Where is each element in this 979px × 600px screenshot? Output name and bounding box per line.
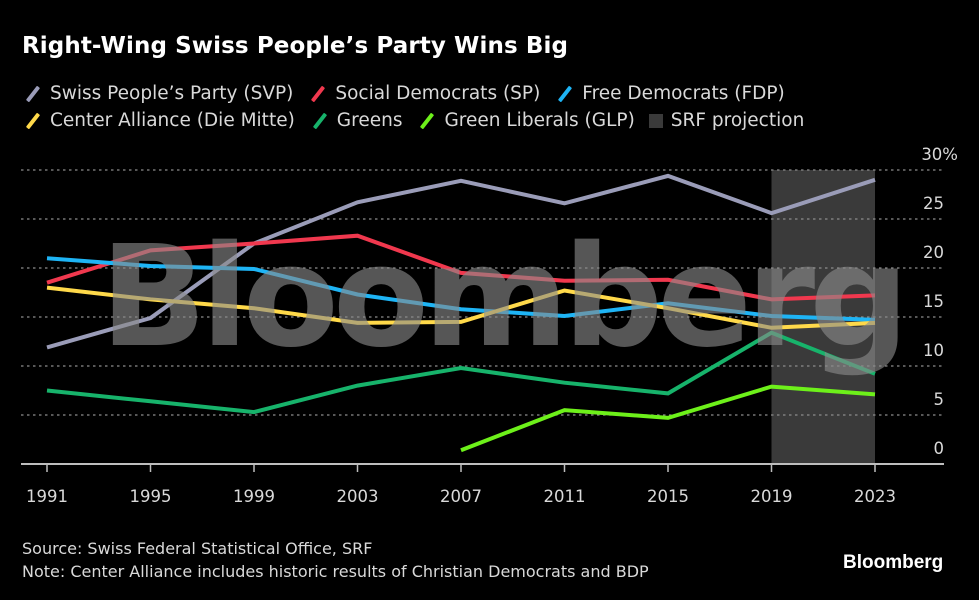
legend-item-glp: Green Liberals (GLP) xyxy=(416,107,635,134)
y-tick-label: 5 xyxy=(934,390,945,409)
series-line-1 xyxy=(46,233,876,302)
x-tick-label: 1995 xyxy=(130,487,172,506)
legend-row-1: Swiss People’s Party (SVP) Social Democr… xyxy=(22,80,922,107)
x-tick-label: 2015 xyxy=(647,487,689,506)
x-tick-label: 1991 xyxy=(26,487,68,506)
legend-row-2: Center Alliance (Die Mitte) Greens Green… xyxy=(22,107,922,134)
axis-layer: 1991 1995 1999 2003 2007 2011 2015 2019 20230510… xyxy=(21,145,958,506)
y-tick-label: 10 xyxy=(923,341,944,360)
legend-label-center: Center Alliance (Die Mitte) xyxy=(50,110,295,131)
bloomberg-logo: Bloomberg xyxy=(843,552,944,573)
y-tick-label: 30% xyxy=(921,145,958,164)
chart-title: Right-Wing Swiss People’s Party Wins Big xyxy=(22,33,569,59)
legend-item-center: Center Alliance (Die Mitte) xyxy=(22,107,295,134)
series-line-5 xyxy=(460,384,876,453)
series-line-3 xyxy=(46,285,876,330)
y-tick-label: 0 xyxy=(934,439,945,458)
legend-label-glp: Green Liberals (GLP) xyxy=(444,110,635,131)
legend-label-fdp: Free Democrats (FDP) xyxy=(582,83,785,104)
footer: Source: Swiss Federal Statistical Office… xyxy=(22,537,649,583)
x-tick-label: 1999 xyxy=(233,487,275,506)
y-tick-label: 15 xyxy=(923,292,944,311)
legend-label-sp: Social Democrats (SP) xyxy=(335,83,541,104)
watermark: Bloomberg xyxy=(100,216,903,379)
y-tick-label: 25 xyxy=(923,194,944,213)
x-tick-label: 2011 xyxy=(544,487,586,506)
series-line-4 xyxy=(46,330,876,415)
legend-label-projection: SRF projection xyxy=(670,110,805,131)
legend-item-greens: Greens xyxy=(309,107,403,134)
legend-label-greens: Greens xyxy=(336,110,403,131)
legend-item-fdp: Free Democrats (FDP) xyxy=(554,80,785,107)
x-tick-label: 2019 xyxy=(751,487,793,506)
series-line-0 xyxy=(46,173,876,350)
legend-item-projection: SRF projection xyxy=(648,107,805,134)
legend-label-svp: Swiss People’s Party (SVP) xyxy=(50,83,294,104)
footnote: Note: Center Alliance includes historic … xyxy=(22,562,649,581)
series-line-2 xyxy=(46,256,876,322)
legend: Swiss People’s Party (SVP) Social Democr… xyxy=(22,80,922,134)
legend-item-svp: Swiss People’s Party (SVP) xyxy=(22,80,293,107)
legend-swatch-projection-icon xyxy=(648,113,663,128)
x-tick-label: 2007 xyxy=(440,487,482,506)
x-tick-label: 2023 xyxy=(854,487,896,506)
series-layer xyxy=(46,173,876,453)
source-note: Source: Swiss Federal Statistical Office… xyxy=(22,539,373,558)
legend-item-sp: Social Democrats (SP) xyxy=(307,80,540,107)
y-tick-label: 20 xyxy=(923,243,944,262)
x-tick-label: 2003 xyxy=(337,487,379,506)
